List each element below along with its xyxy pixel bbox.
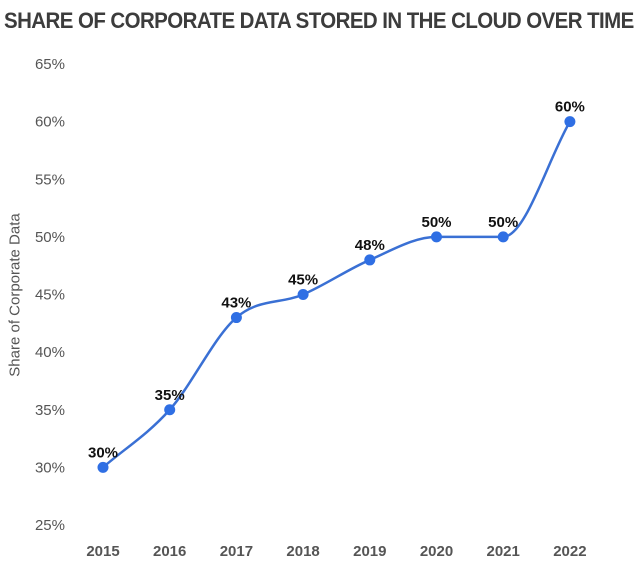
- data-point: [230, 312, 242, 324]
- data-point: [431, 231, 442, 243]
- y-tick-label: 45%: [35, 287, 65, 304]
- x-tick-label: 2020: [420, 543, 453, 560]
- data-label: 60%: [555, 99, 585, 116]
- data-label: 50%: [488, 214, 518, 231]
- y-tick-label: 65%: [35, 56, 65, 73]
- data-label: 30%: [88, 444, 118, 461]
- x-tick-label: 2018: [286, 543, 319, 560]
- data-point: [297, 289, 309, 300]
- x-tick-label: 2016: [153, 543, 186, 560]
- y-tick-label: 55%: [35, 171, 65, 188]
- data-point: [564, 116, 576, 128]
- data-point: [97, 461, 109, 473]
- data-label: 48%: [355, 237, 385, 254]
- series-line: [102, 120, 571, 469]
- x-tick-label: 2015: [86, 543, 119, 560]
- y-tick-label: 60%: [35, 114, 65, 131]
- data-label: 43%: [221, 295, 251, 312]
- data-point: [364, 254, 376, 266]
- x-tick-label: 2021: [487, 543, 520, 560]
- data-label: 45%: [288, 272, 318, 289]
- data-label: 50%: [421, 214, 451, 231]
- y-tick-label: 25%: [35, 517, 65, 534]
- y-tick-label: 50%: [35, 229, 65, 246]
- data-point: [497, 231, 509, 243]
- data-label: 35%: [155, 387, 185, 404]
- x-tick-label: 2019: [353, 543, 386, 560]
- x-tick-label: 2017: [220, 543, 253, 560]
- y-tick-label: 40%: [35, 344, 65, 361]
- data-point: [164, 404, 176, 416]
- y-tick-label: 35%: [35, 402, 65, 419]
- y-tick-label: 30%: [35, 459, 65, 476]
- x-tick-label: 2022: [553, 543, 586, 560]
- chart-title: SHARE OF CORPORATE DATA STORED IN THE CL…: [4, 8, 634, 33]
